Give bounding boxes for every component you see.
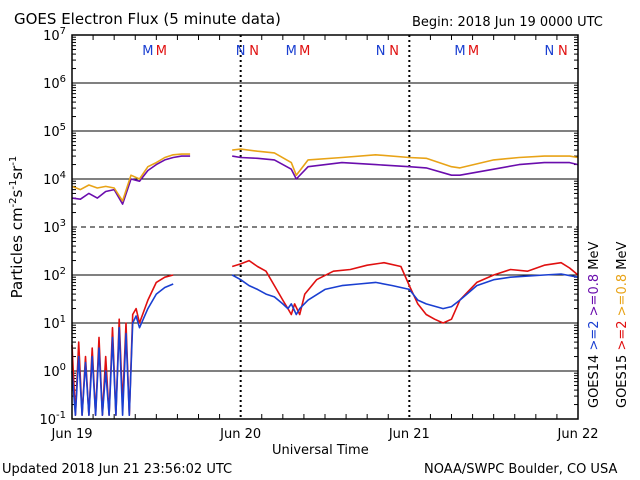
y-tick-label: 107 <box>43 26 66 44</box>
y-tick-label: 10-1 <box>39 410 66 428</box>
y-tick-label: 104 <box>43 170 66 188</box>
series-line-2 <box>71 259 579 416</box>
event-marker: N <box>236 44 246 59</box>
legend-column: GOES14 >=2 >=0.8 MeV <box>587 242 602 408</box>
event-marker: N <box>376 44 386 59</box>
series-line-0 <box>71 155 579 205</box>
y-tick-label: 105 <box>43 122 66 140</box>
begin-time: Begin: 2018 Jun 19 0000 UTC <box>412 15 603 30</box>
event-marker: N <box>389 44 399 59</box>
y-tick-label: 102 <box>43 266 66 284</box>
x-tick-label: Jun 21 <box>388 427 430 442</box>
event-marker: N <box>558 44 568 59</box>
event-marker: M <box>156 44 167 59</box>
event-marker: M <box>142 44 153 59</box>
footer-updated: Updated 2018 Jun 21 23:56:02 UTC <box>2 462 233 477</box>
series-line-1 <box>71 148 579 202</box>
x-tick-label: Jun 20 <box>219 427 261 442</box>
event-marker: M <box>299 44 310 59</box>
x-axis-label: Universal Time <box>272 443 369 458</box>
event-marker: M <box>454 44 465 59</box>
event-marker: N <box>544 44 554 59</box>
chart-title: GOES Electron Flux (5 minute data) <box>14 10 281 28</box>
y-axis-label: Particles cm-2s-1sr-1 <box>8 156 26 299</box>
x-tick-label: Jun 19 <box>51 427 93 442</box>
footer-credit: NOAA/SWPC Boulder, CO USA <box>424 462 618 477</box>
y-tick-label: 100 <box>43 362 66 380</box>
series-line-3 <box>71 273 579 416</box>
event-marker: M <box>468 44 479 59</box>
legend-column: GOES15 >=2 >=0.8 MeV <box>615 242 630 408</box>
y-tick-label: 106 <box>43 74 66 92</box>
plot-frame <box>71 34 579 420</box>
event-marker: N <box>249 44 259 59</box>
event-marker: M <box>286 44 297 59</box>
x-tick-label: Jun 22 <box>557 427 599 442</box>
y-tick-label: 101 <box>43 314 66 332</box>
y-tick-label: 103 <box>43 218 66 236</box>
